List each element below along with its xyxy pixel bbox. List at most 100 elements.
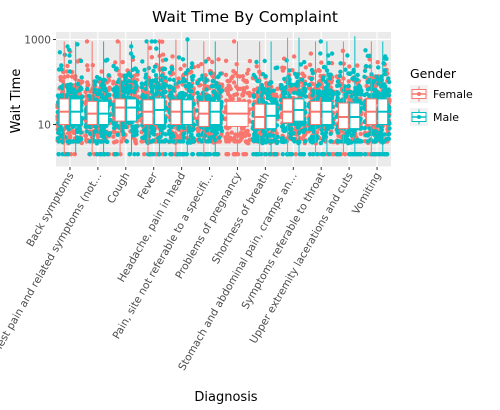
- point: [204, 97, 210, 102]
- point: [273, 94, 278, 99]
- point: [162, 66, 167, 72]
- point: [382, 71, 388, 77]
- box-male-10: [349, 36, 361, 155]
- point: [128, 51, 134, 56]
- point: [381, 61, 386, 66]
- point: [329, 51, 335, 56]
- point: [159, 91, 164, 96]
- point: [105, 139, 110, 145]
- point: [356, 139, 361, 144]
- point: [251, 87, 257, 93]
- point: [76, 139, 81, 144]
- point: [336, 133, 341, 139]
- point: [167, 77, 172, 82]
- point: [98, 152, 104, 157]
- point: [298, 62, 304, 67]
- point: [167, 123, 172, 129]
- point: [171, 77, 176, 83]
- point: [324, 93, 329, 98]
- point: [363, 48, 368, 53]
- point: [328, 139, 334, 144]
- point: [253, 75, 258, 80]
- point: [345, 53, 350, 58]
- point: [160, 131, 166, 136]
- x-tick-label: Cough: [105, 171, 132, 206]
- point: [293, 82, 298, 87]
- point: [190, 152, 195, 157]
- point: [133, 80, 138, 86]
- point: [364, 83, 369, 89]
- point: [362, 126, 367, 131]
- point: [88, 89, 93, 94]
- point: [225, 126, 230, 131]
- point: [180, 57, 186, 62]
- point: [246, 141, 251, 146]
- point: [362, 152, 368, 157]
- point: [55, 136, 60, 141]
- point: [151, 132, 157, 137]
- box-iqr: [114, 98, 126, 122]
- point: [262, 58, 267, 64]
- point: [92, 129, 97, 135]
- point: [300, 93, 305, 98]
- point: [263, 152, 268, 157]
- point: [386, 79, 392, 85]
- point: [264, 133, 270, 139]
- point: [84, 129, 89, 134]
- point: [229, 75, 234, 81]
- point: [182, 131, 187, 136]
- point: [237, 139, 242, 144]
- point: [114, 123, 120, 128]
- point: [106, 73, 112, 78]
- box-iqr: [321, 100, 333, 125]
- point: [65, 63, 70, 69]
- point: [80, 94, 85, 99]
- point: [167, 131, 172, 137]
- point: [86, 93, 92, 99]
- point: [302, 59, 307, 65]
- point: [150, 78, 155, 83]
- point: [261, 137, 266, 143]
- point: [265, 139, 270, 144]
- point: [157, 39, 162, 44]
- point: [61, 83, 66, 88]
- point: [127, 152, 132, 157]
- point: [121, 132, 126, 137]
- point: [115, 132, 120, 137]
- point: [120, 125, 125, 130]
- box-female-6: [226, 41, 249, 155]
- legend-entry-female: Female: [410, 85, 473, 103]
- point: [273, 152, 279, 157]
- point: [159, 85, 165, 91]
- point: [326, 60, 332, 66]
- point: [111, 125, 117, 131]
- point: [203, 59, 208, 64]
- point: [314, 152, 320, 157]
- point: [182, 63, 187, 68]
- point: [111, 134, 116, 139]
- box-male-9: [321, 41, 333, 155]
- y-axis: 10 1000: [24, 34, 56, 131]
- point: [56, 128, 62, 133]
- point: [383, 84, 388, 89]
- point: [112, 130, 117, 135]
- box-female-9: [310, 41, 321, 155]
- point: [382, 88, 387, 93]
- point: [196, 63, 201, 69]
- boxplots: [58, 36, 389, 155]
- point: [215, 85, 221, 90]
- point: [311, 152, 316, 157]
- point: [194, 108, 200, 113]
- point: [355, 63, 360, 68]
- point: [121, 135, 126, 140]
- point: [152, 39, 158, 44]
- y-axis-title: Wait Time: [9, 69, 24, 134]
- point: [202, 78, 207, 83]
- point: [214, 130, 220, 136]
- point: [365, 139, 370, 144]
- point: [318, 51, 323, 56]
- point: [278, 97, 283, 103]
- point: [191, 136, 196, 141]
- box-female-8: [282, 37, 293, 155]
